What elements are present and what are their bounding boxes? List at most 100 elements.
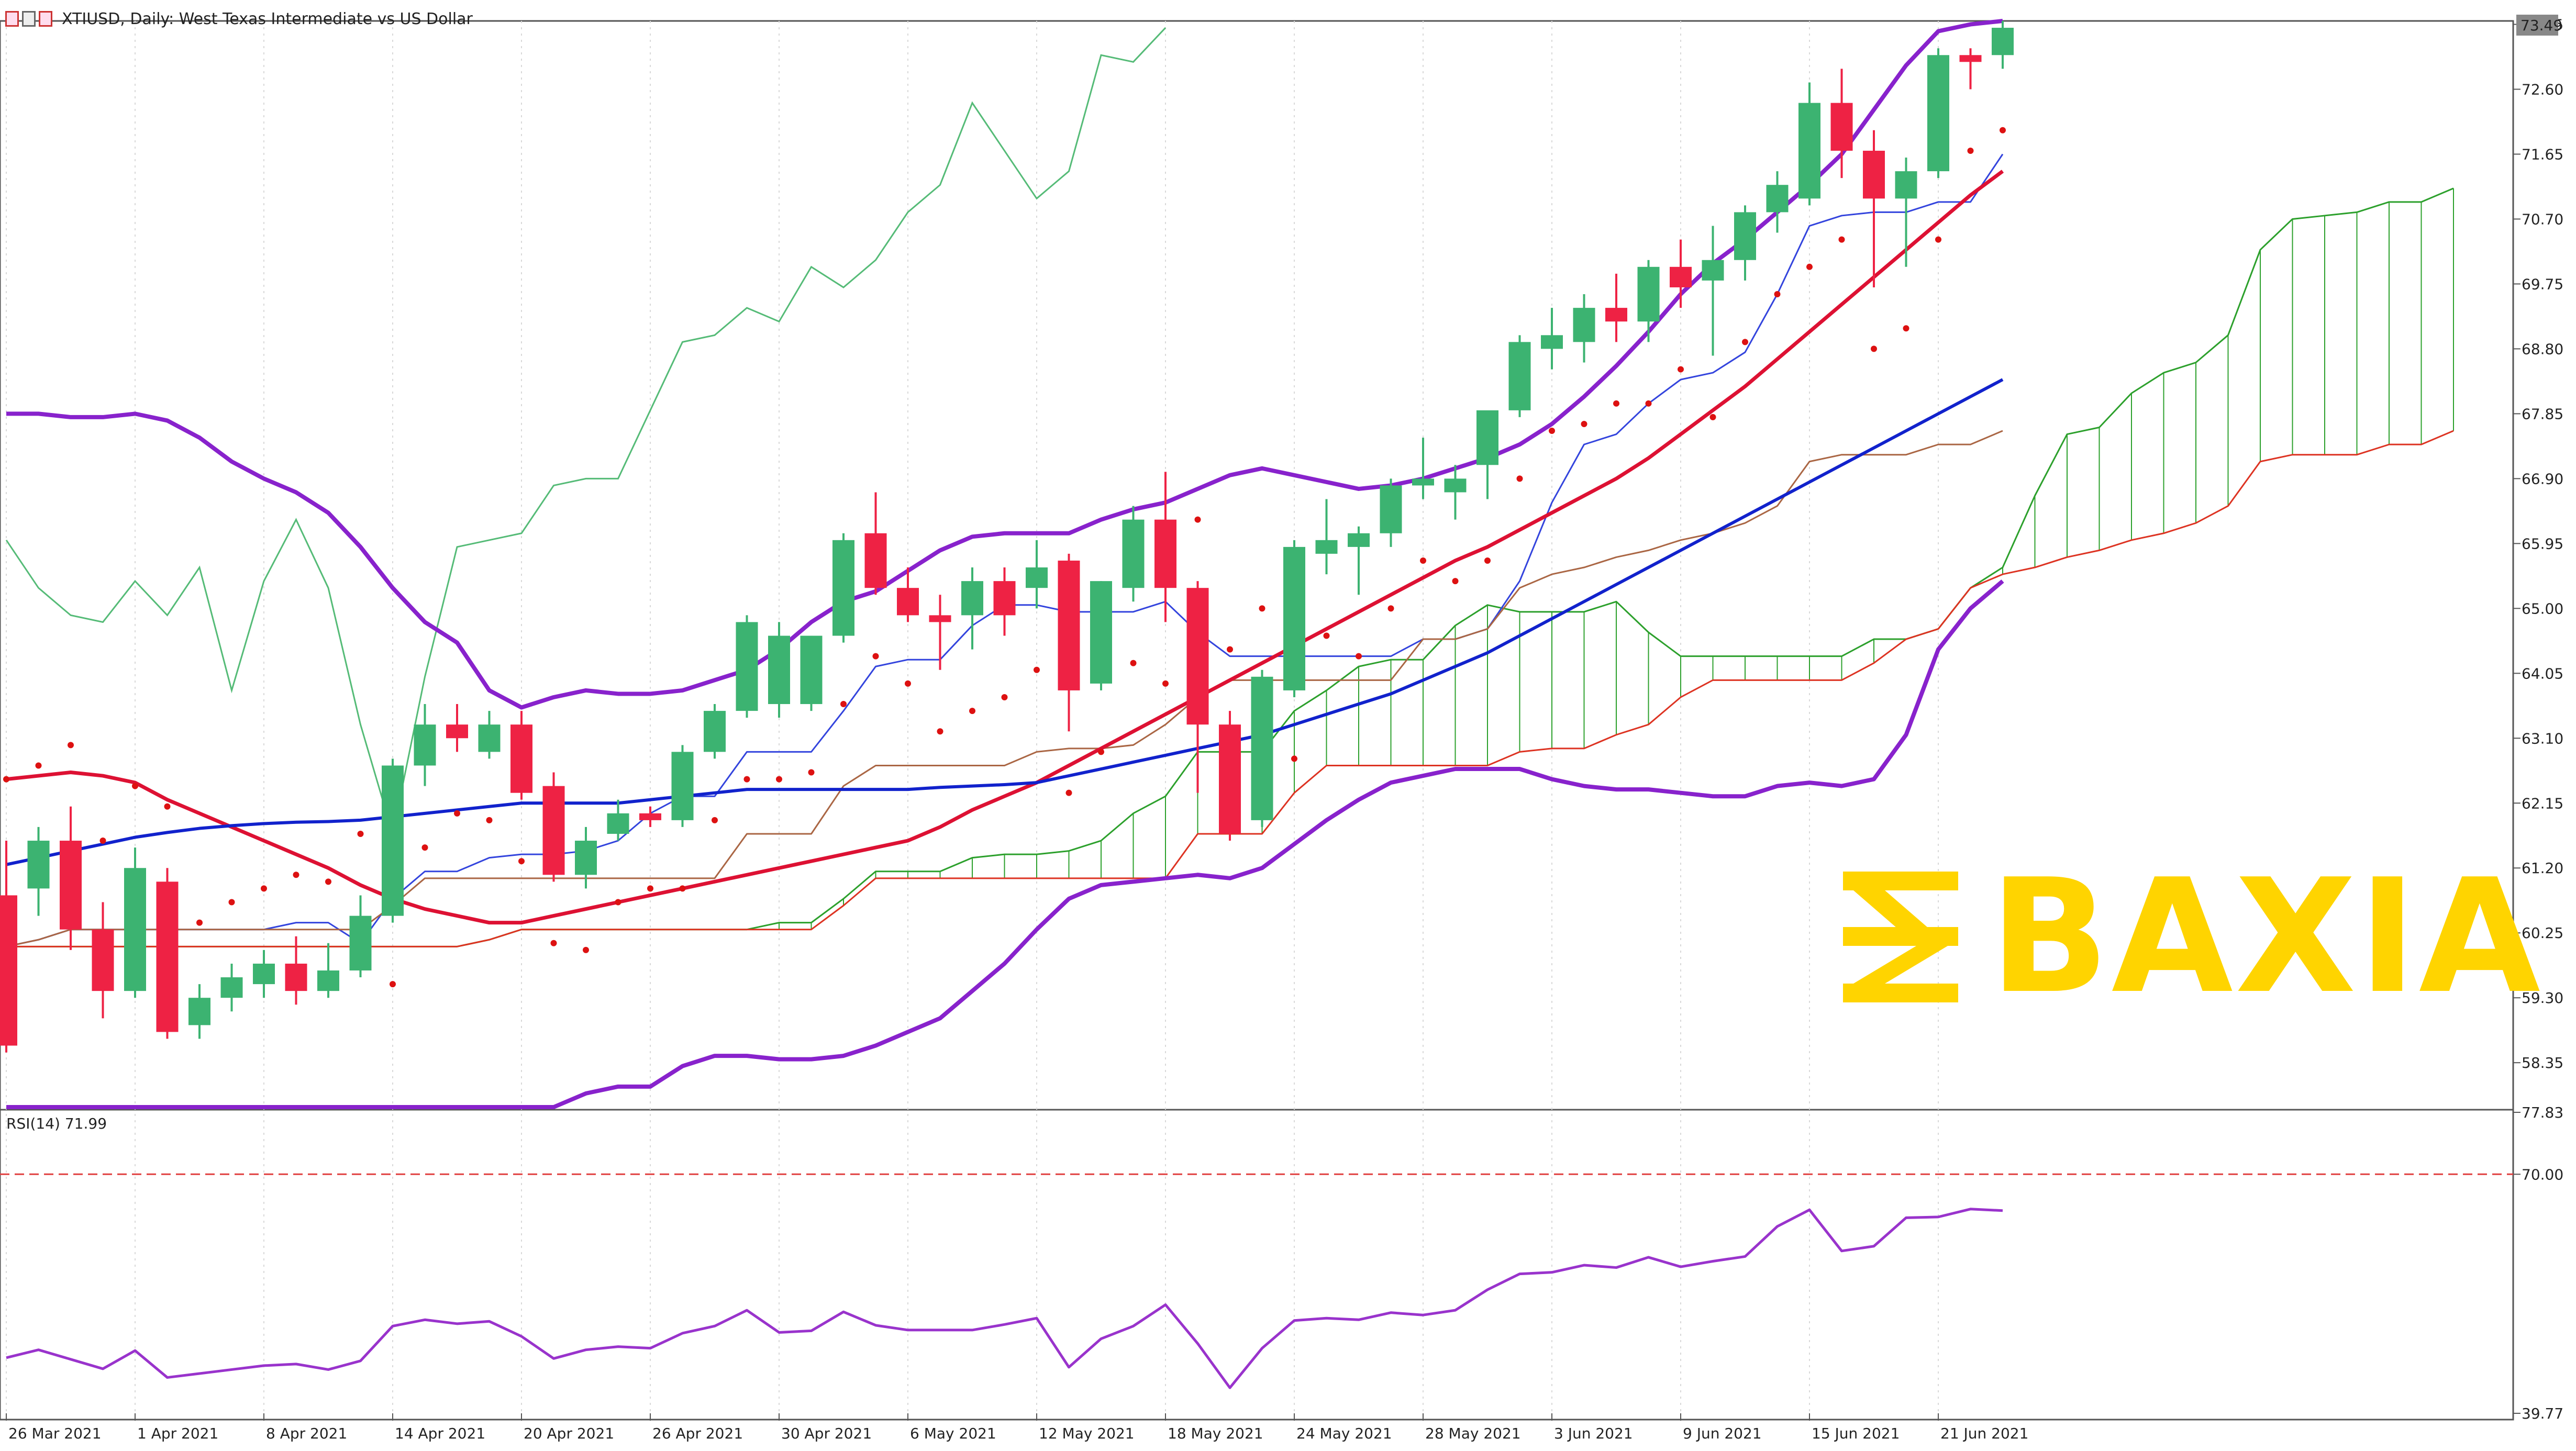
candle-chart-icon[interactable] <box>39 11 52 27</box>
sar-dot <box>196 919 203 926</box>
candle-body <box>1090 581 1112 684</box>
sar-dot <box>1806 263 1813 270</box>
y-tick-label: 62.15 <box>2522 795 2563 812</box>
sar-dot <box>1452 578 1459 585</box>
candle-body <box>285 963 307 991</box>
candle-body <box>1992 28 2014 55</box>
candle-body <box>864 533 887 588</box>
sar-dot <box>583 946 589 953</box>
sar-dot <box>390 981 396 988</box>
rsi-y-tick-label: 77.83 <box>2522 1104 2563 1121</box>
candle-body <box>1541 335 1563 349</box>
sar-dot <box>776 776 782 783</box>
sar-dot <box>743 776 750 783</box>
sar-dot <box>1162 680 1169 687</box>
y-tick-label: 66.90 <box>2522 470 2563 487</box>
indicator-lines <box>5 19 2454 1109</box>
time-axis: 26 Mar 2021 1 Apr 2021 8 Apr 2021 14 Apr 20… <box>6 1413 2028 1442</box>
candle-body <box>446 724 468 739</box>
candle-body <box>800 635 823 705</box>
sar-dot <box>1259 605 1265 612</box>
candle-body <box>382 765 404 916</box>
sar-dot <box>1549 428 1555 434</box>
candle-body <box>220 977 243 998</box>
sar-dot <box>550 940 557 946</box>
rsi-line <box>6 1208 2003 1389</box>
candle-body <box>188 998 210 1025</box>
candle-body <box>1122 519 1145 588</box>
sar-dot <box>1516 475 1523 482</box>
candle-body <box>607 813 629 834</box>
sar-dot <box>679 885 686 892</box>
sar-dot <box>1838 236 1845 243</box>
y-tick-label: 58.35 <box>2522 1054 2563 1071</box>
parabolic-sar <box>3 127 2006 988</box>
candle-body <box>1573 308 1595 342</box>
y-tick-label: 65.00 <box>2522 600 2563 617</box>
y-tick-label: 61.20 <box>2522 860 2563 877</box>
sar-dot <box>1098 749 1104 755</box>
price-axis: 73.5572.6071.6570.7069.7568.8067.8566.90… <box>2513 16 2563 1071</box>
candle-body <box>1798 103 1820 199</box>
chikou-line <box>5 27 1167 834</box>
x-tick-label: 8 Apr 2021 <box>266 1425 347 1442</box>
sar-dot <box>1356 653 1362 660</box>
sar-dot <box>1065 789 1072 796</box>
candle-body <box>768 635 790 705</box>
candle-body <box>1863 150 1885 199</box>
x-tick-label: 3 Jun 2021 <box>1554 1425 1633 1442</box>
candle-body <box>639 813 661 820</box>
candle-body <box>1734 212 1756 260</box>
candle-body <box>993 581 1016 616</box>
current-price-label: 73.49 <box>2521 17 2562 34</box>
candle-body <box>510 724 532 793</box>
candles <box>0 21 2014 1053</box>
candle-body <box>736 622 758 711</box>
sar-dot <box>712 817 718 823</box>
y-tick-label: 63.10 <box>2522 730 2563 747</box>
x-tick-label: 9 Jun 2021 <box>1683 1425 1762 1442</box>
y-tick-label: 60.25 <box>2522 924 2563 942</box>
sar-dot <box>1774 291 1781 298</box>
sar-dot <box>454 810 460 817</box>
rsi-y-tick-label: 39.77 <box>2522 1405 2563 1422</box>
candle-body <box>317 970 339 991</box>
sar-dot <box>2000 127 2006 133</box>
x-tick-label: 26 Mar 2021 <box>8 1425 102 1442</box>
sar-dot <box>1613 400 1619 407</box>
y-tick-label: 71.65 <box>2522 146 2563 163</box>
baxia-logo-icon <box>1843 872 1958 1002</box>
y-tick-label: 67.85 <box>2522 405 2563 422</box>
rsi-panel-frame <box>0 1109 2514 1421</box>
candle-body <box>414 724 436 766</box>
sar-dot <box>647 885 653 892</box>
candle-body <box>124 868 146 991</box>
candle-body <box>575 841 597 875</box>
sar-dot <box>1484 557 1491 564</box>
bar-chart-icon[interactable] <box>22 11 36 27</box>
sar-dot <box>3 776 9 783</box>
candle-body <box>1186 588 1209 725</box>
sar-dot <box>1130 660 1137 666</box>
sar-dot <box>905 680 911 687</box>
chart-type-icon[interactable] <box>5 11 19 27</box>
sar-dot <box>1387 605 1394 612</box>
sar-dot <box>164 803 171 810</box>
sar-dot <box>969 708 975 715</box>
kijun-line <box>6 430 2003 947</box>
sar-dot <box>937 728 943 735</box>
sar-dot <box>132 783 138 789</box>
candle-body <box>704 711 726 752</box>
title-bar: XTIUSD, Daily: West Texas Intermediate v… <box>0 6 473 31</box>
x-tick-label: 1 Apr 2021 <box>137 1425 218 1442</box>
candle-body <box>253 963 275 985</box>
candle-body <box>0 895 17 1046</box>
sar-dot <box>68 742 74 749</box>
y-tick-label: 65.95 <box>2522 535 2563 552</box>
sar-dot <box>1001 694 1008 700</box>
y-tick-label: 69.75 <box>2522 275 2563 293</box>
sar-dot <box>99 838 106 844</box>
y-tick-label: 59.30 <box>2522 989 2563 1007</box>
candle-body <box>1154 519 1176 588</box>
